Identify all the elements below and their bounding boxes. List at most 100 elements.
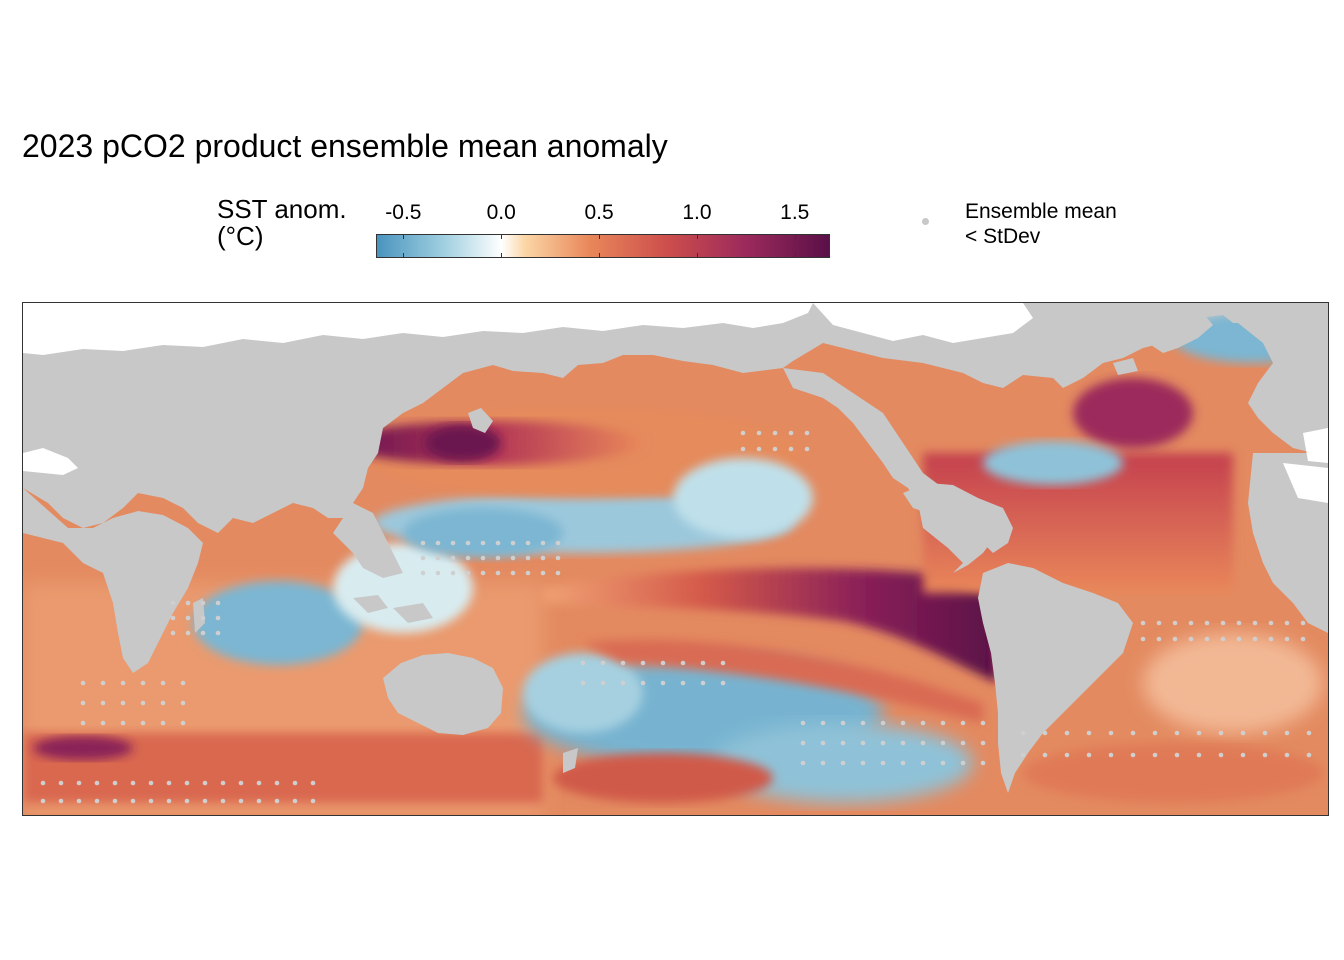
- colorbar-tick-labels: -0.5 0.0 0.5 1.0 1.5: [376, 201, 830, 227]
- stipple-dot: [1020, 730, 1026, 736]
- stipple-dot: [420, 540, 426, 546]
- stipple-dot: [120, 720, 126, 726]
- stipple-dot: [1306, 730, 1312, 736]
- stipple-dot: [740, 430, 746, 436]
- stipple-dot: [256, 798, 262, 804]
- stipple-dot: [1156, 636, 1162, 642]
- stipple-dot: [435, 540, 441, 546]
- stipple-dot: [1268, 636, 1274, 642]
- stipple-dot: [112, 780, 118, 786]
- colorbar: [376, 234, 830, 258]
- stipple-dot: [1204, 636, 1210, 642]
- stipple-dot: [540, 555, 546, 561]
- stipple-dot: [1174, 752, 1180, 758]
- stipple-dot: [680, 660, 686, 666]
- stipple-dot: [40, 780, 46, 786]
- stipple-dot: [1218, 752, 1224, 758]
- legend-label: Ensemble mean < StDev: [965, 199, 1117, 249]
- stipple-dot: [238, 780, 244, 786]
- stipple-dot: [860, 720, 866, 726]
- stipple-dot: [660, 680, 666, 686]
- stipple-dot: [480, 540, 486, 546]
- stipple-dot: [495, 540, 501, 546]
- stipple-dot: [880, 740, 886, 746]
- stipple-dot: [148, 780, 154, 786]
- stipple-dot: [1284, 636, 1290, 642]
- stipple-dot: [1240, 752, 1246, 758]
- stipple-dot: [200, 630, 206, 636]
- stipple-dot: [540, 540, 546, 546]
- stipple-dot: [1196, 730, 1202, 736]
- stipple-dot: [256, 780, 262, 786]
- colorbar-title: SST anom. (°C): [217, 196, 347, 250]
- stipple-dot: [200, 615, 206, 621]
- stipple-dot: [1108, 752, 1114, 758]
- stipple-dot: [1152, 752, 1158, 758]
- stipple-dot: [40, 798, 46, 804]
- stipple-dot: [1236, 620, 1242, 626]
- colorbar-tick-label: 0.0: [486, 201, 516, 224]
- stipple-dot: [215, 615, 221, 621]
- stipple-dot: [80, 720, 86, 726]
- stipple-dot: [788, 430, 794, 436]
- stipple-dot: [495, 570, 501, 576]
- stipple-dot: [58, 798, 64, 804]
- stipple-dot: [840, 740, 846, 746]
- stipple-dot: [1300, 636, 1306, 642]
- stipple-dot: [1042, 730, 1048, 736]
- stipple-dot: [720, 660, 726, 666]
- stipple-dot: [170, 615, 176, 621]
- stipple-dot: [140, 720, 146, 726]
- stipple-dot: [820, 720, 826, 726]
- stipple-dot: [120, 700, 126, 706]
- stipple-dot: [920, 740, 926, 746]
- stipple-dot: [580, 660, 586, 666]
- stipple-dot: [310, 780, 316, 786]
- stipple-dot: [184, 798, 190, 804]
- stipple-dot: [420, 570, 426, 576]
- colorbar-tick-label: -0.5: [385, 201, 422, 224]
- stipple-dot: [1284, 752, 1290, 758]
- stipple-dot: [1152, 730, 1158, 736]
- stipple-dot: [860, 760, 866, 766]
- stipple-dot: [960, 740, 966, 746]
- stipple-dot: [840, 760, 846, 766]
- stipple-dot: [510, 540, 516, 546]
- stipple-dot: [1108, 730, 1114, 736]
- stipple-dot: [166, 780, 172, 786]
- stipple-dot: [1130, 752, 1136, 758]
- stipple-dot: [1140, 620, 1146, 626]
- stipple-dot: [185, 630, 191, 636]
- stipple-dot: [100, 680, 106, 686]
- stipple-dot: [960, 760, 966, 766]
- stipple-dot: [495, 555, 501, 561]
- stipple-dot: [435, 570, 441, 576]
- stipple-dot: [140, 700, 146, 706]
- stipple-dot: [600, 680, 606, 686]
- colorbar-tick-label: 1.0: [682, 201, 712, 224]
- stipple-dot: [94, 798, 100, 804]
- stipple-dot: [525, 570, 531, 576]
- colorbar-title-line1: SST anom.: [217, 194, 347, 224]
- stipple-dot: [772, 446, 778, 452]
- stipple-dot: [274, 780, 280, 786]
- stipple-dot: [1130, 730, 1136, 736]
- stipple-dot: [1240, 730, 1246, 736]
- stipple-dot: [1262, 752, 1268, 758]
- stipple-dot: [580, 680, 586, 686]
- stipple-dot: [220, 798, 226, 804]
- stipple-dot: [1284, 730, 1290, 736]
- legend-label-line2: < StDev: [965, 225, 1041, 248]
- stipple-dot: [980, 740, 986, 746]
- stipple-dot: [170, 630, 176, 636]
- stipple-dot: [1172, 620, 1178, 626]
- stipple-dot: [1220, 620, 1226, 626]
- stipple-dot: [700, 660, 706, 666]
- stipple-dot: [880, 720, 886, 726]
- stipple-dots: [40, 430, 1312, 804]
- stipple-dot: [180, 700, 186, 706]
- stipple-dot: [1220, 636, 1226, 642]
- stipple-dot: [555, 540, 561, 546]
- stipple-dot: [1262, 730, 1268, 736]
- anomaly-map: [22, 302, 1329, 816]
